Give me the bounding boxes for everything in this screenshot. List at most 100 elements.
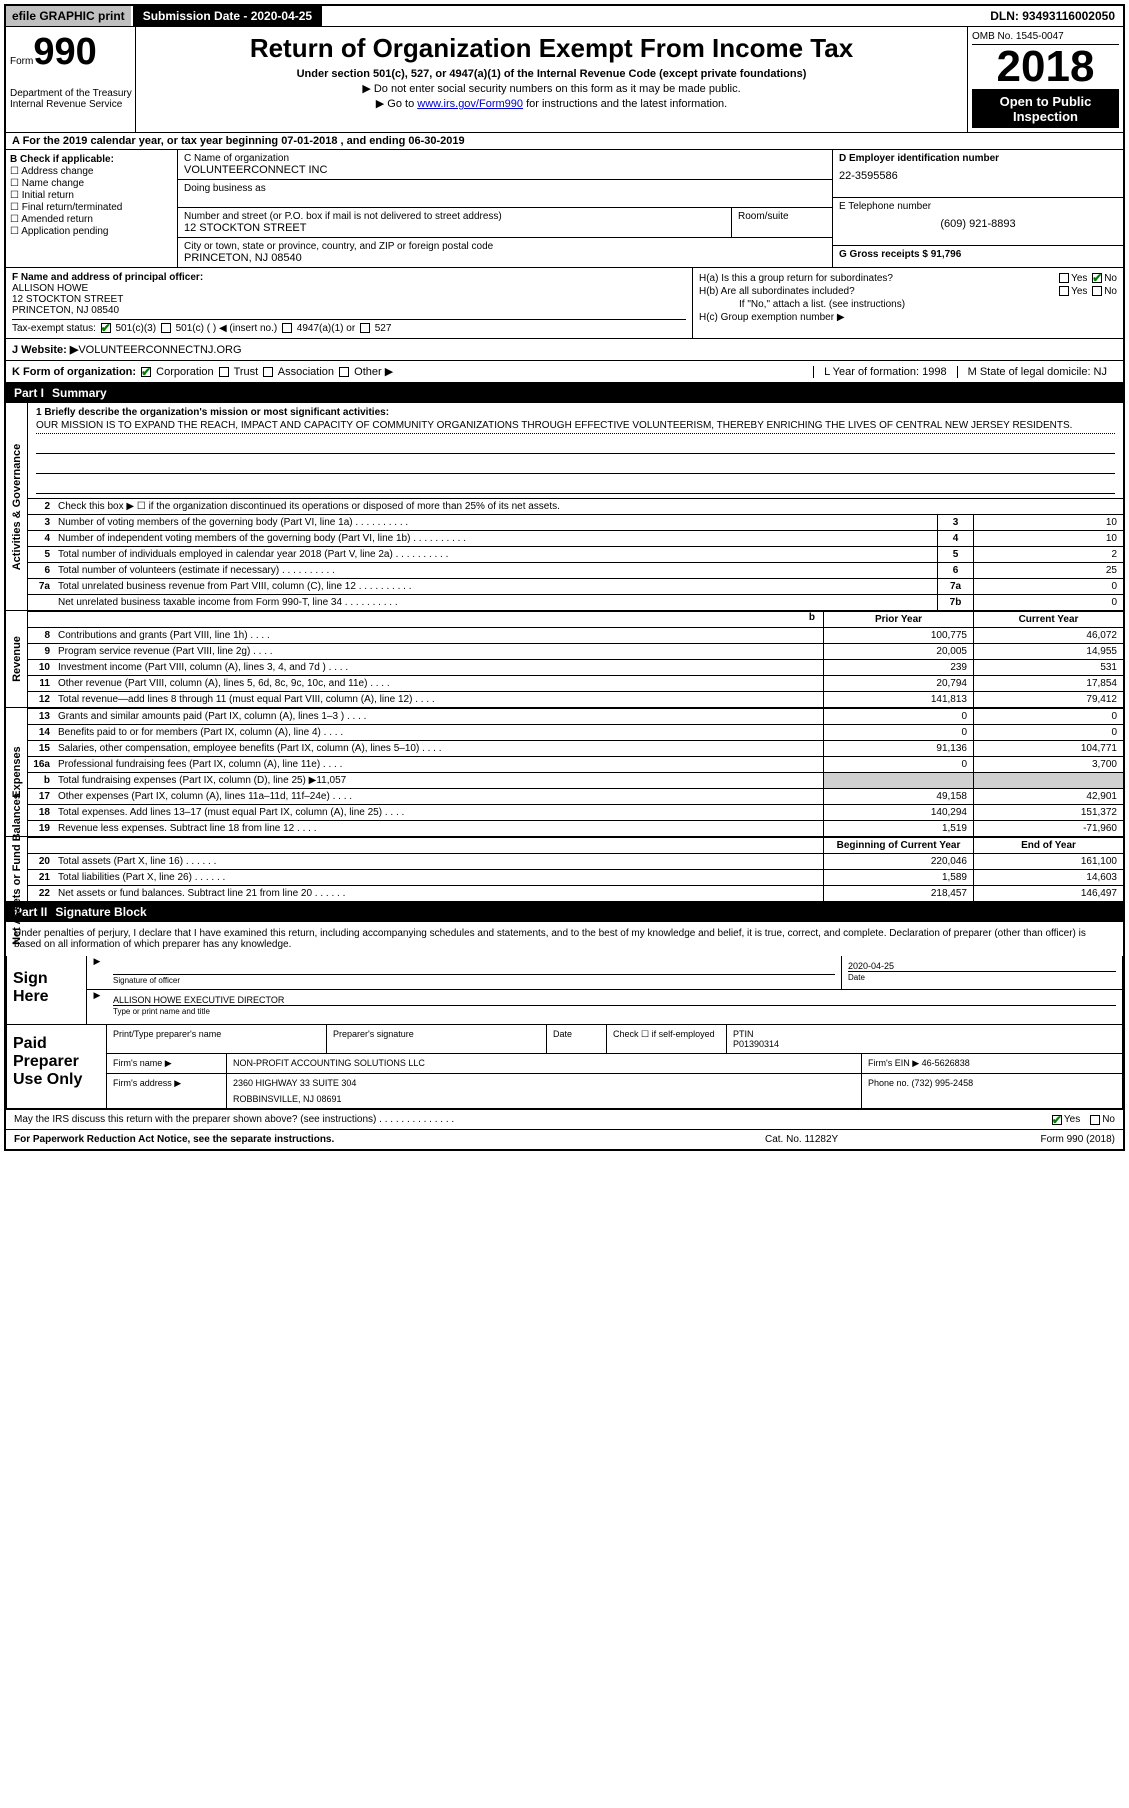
table-row: 17 Other expenses (Part IX, column (A), … (28, 788, 1123, 804)
check-corporation[interactable] (141, 367, 151, 377)
b-header: B Check if applicable: (10, 154, 173, 165)
table-row: 19 Revenue less expenses. Subtract line … (28, 820, 1123, 836)
prep-name-label: Print/Type preparer's name (107, 1025, 327, 1053)
table-row: b Total fundraising expenses (Part IX, c… (28, 772, 1123, 788)
prep-date-label: Date (547, 1025, 607, 1053)
prior-year-header: Prior Year (823, 612, 973, 627)
footer: For Paperwork Reduction Act Notice, see … (6, 1129, 1123, 1149)
sign-here-label: Sign Here (7, 956, 87, 1024)
part2-header: Part IISignature Block (6, 902, 1123, 922)
officer-addr1: 12 STOCKTON STREET (12, 294, 686, 305)
check-app-pending[interactable]: ☐ Application pending (10, 226, 173, 237)
may-irs-discuss: May the IRS discuss this return with the… (14, 1114, 1050, 1125)
check-amended[interactable]: ☐ Amended return (10, 214, 173, 225)
check-address-change[interactable]: ☐ Address change (10, 166, 173, 177)
k-label: K Form of organization: (12, 366, 136, 378)
year-of-formation: L Year of formation: 1998 (813, 366, 957, 378)
arrow-icon: ▶ (87, 990, 107, 1024)
check-trust[interactable] (219, 367, 229, 377)
phone-label: Phone no. (732) 995-2458 (862, 1074, 1122, 1108)
table-row: 6 Total number of volunteers (estimate i… (28, 562, 1123, 578)
check-other[interactable] (339, 367, 349, 377)
check-527[interactable] (360, 323, 370, 333)
paid-preparer-label: Paid Preparer Use Only (7, 1025, 107, 1108)
check-initial-return[interactable]: ☐ Initial return (10, 190, 173, 201)
k-l-m-row: K Form of organization: Corporation Trus… (6, 361, 1123, 383)
hb-yes[interactable] (1059, 286, 1069, 296)
line2-desc: Check this box ▶ ☐ if the organization d… (54, 499, 1123, 514)
form-id-footer: Form 990 (2018) (965, 1134, 1115, 1145)
ha-yes[interactable] (1059, 273, 1069, 283)
arrow-icon: ▶ (87, 956, 107, 989)
check-final-return[interactable]: ☐ Final return/terminated (10, 202, 173, 213)
side-label-net-assets: Net Assets or Fund Balances (11, 793, 23, 945)
form-title: Return of Organization Exempt From Incom… (146, 33, 957, 64)
table-row: 10 Investment income (Part VIII, column … (28, 659, 1123, 675)
type-name-label: Type or print name and title (113, 1005, 1116, 1016)
firm-ein: 46-5626838 (922, 1058, 970, 1068)
officer-addr2: PRINCETON, NJ 08540 (12, 305, 686, 316)
officer-typed-name: ALLISON HOWE EXECUTIVE DIRECTOR (113, 995, 1116, 1005)
table-row: 18 Total expenses. Add lines 13–17 (must… (28, 804, 1123, 820)
org-name: VOLUNTEERCONNECT INC (184, 164, 826, 176)
table-row: 12 Total revenue—add lines 8 through 11 … (28, 691, 1123, 707)
beg-year-header: Beginning of Current Year (823, 838, 973, 853)
instructions-link[interactable]: www.irs.gov/Form990 (417, 98, 523, 110)
declaration-text: Under penalties of perjury, I declare th… (6, 922, 1123, 956)
check-4947a1[interactable] (282, 323, 292, 333)
check-self-employed[interactable]: Check ☐ if self-employed (607, 1025, 727, 1053)
table-row: Net unrelated business taxable income fr… (28, 594, 1123, 610)
table-row: 8 Contributions and grants (Part VIII, l… (28, 627, 1123, 643)
e-label: E Telephone number (839, 201, 1117, 212)
sig-officer-label: Signature of officer (113, 974, 835, 985)
c-label: C Name of organization (184, 153, 826, 164)
hc-label: H(c) Group exemption number ▶ (699, 311, 1117, 324)
state-domicile: M State of legal domicile: NJ (957, 366, 1117, 378)
blank-line (36, 458, 1115, 474)
check-association[interactable] (263, 367, 273, 377)
blank-line (36, 438, 1115, 454)
table-row: 3 Number of voting members of the govern… (28, 514, 1123, 530)
discuss-yes[interactable] (1052, 1115, 1062, 1125)
side-label-expenses: Expenses (11, 746, 23, 797)
table-row: 13 Grants and similar amounts paid (Part… (28, 708, 1123, 724)
j-label: J Website: ▶ (12, 343, 78, 356)
firm-name: NON-PROFIT ACCOUNTING SOLUTIONS LLC (227, 1054, 862, 1073)
tax-year: 2018 (972, 45, 1119, 90)
efile-print-button[interactable]: efile GRAPHIC print (6, 6, 131, 26)
top-bar: efile GRAPHIC print Submission Date - 20… (6, 6, 1123, 27)
hb-label: H(b) Are all subordinates included? (699, 286, 855, 297)
prep-sig-label: Preparer's signature (327, 1025, 547, 1053)
d-label: D Employer identification number (839, 153, 1117, 164)
tax-year-line: A For the 2019 calendar year, or tax yea… (6, 133, 1123, 150)
discuss-no[interactable] (1090, 1115, 1100, 1125)
check-name-change[interactable]: ☐ Name change (10, 178, 173, 189)
ein: 22-3595586 (839, 170, 1117, 182)
part1-header: Part ISummary (6, 383, 1123, 403)
ptin-value: P01390314 (733, 1039, 779, 1049)
check-501c3[interactable] (101, 323, 111, 333)
firm-addr1: 2360 HIGHWAY 33 SUITE 304 (233, 1078, 855, 1088)
table-row: 11 Other revenue (Part VIII, column (A),… (28, 675, 1123, 691)
paid-preparer-section: Paid Preparer Use Only Print/Type prepar… (6, 1025, 1123, 1109)
table-row: 15 Salaries, other compensation, employe… (28, 740, 1123, 756)
officer-h-row: F Name and address of principal officer:… (6, 268, 1123, 339)
current-year-header: Current Year (973, 612, 1123, 627)
website-url: VOLUNTEERCONNECTNJ.ORG (78, 344, 241, 356)
hb-no[interactable] (1092, 286, 1102, 296)
dln: DLN: 93493116002050 (982, 6, 1123, 26)
sign-here-section: Sign Here ▶ Signature of officer 2020-04… (6, 956, 1123, 1025)
form-label: Form990 (10, 31, 131, 74)
ha-no[interactable] (1092, 273, 1102, 283)
submission-date: Submission Date - 2020-04-25 (133, 6, 322, 26)
city-state-zip: PRINCETON, NJ 08540 (184, 252, 826, 264)
check-501c-other[interactable] (161, 323, 171, 333)
subtitle: Under section 501(c), 527, or 4947(a)(1)… (146, 68, 957, 80)
g-gross-receipts: G Gross receipts $ 91,796 (839, 249, 1117, 260)
ptin-label: PTIN (733, 1029, 754, 1039)
table-row: 21 Total liabilities (Part X, line 26) .… (28, 869, 1123, 885)
table-row: 20 Total assets (Part X, line 16) . . . … (28, 853, 1123, 869)
city-label: City or town, state or province, country… (184, 241, 826, 252)
date-label: Date (848, 971, 1116, 982)
firm-addr2: ROBBINSVILLE, NJ 08691 (233, 1094, 855, 1104)
